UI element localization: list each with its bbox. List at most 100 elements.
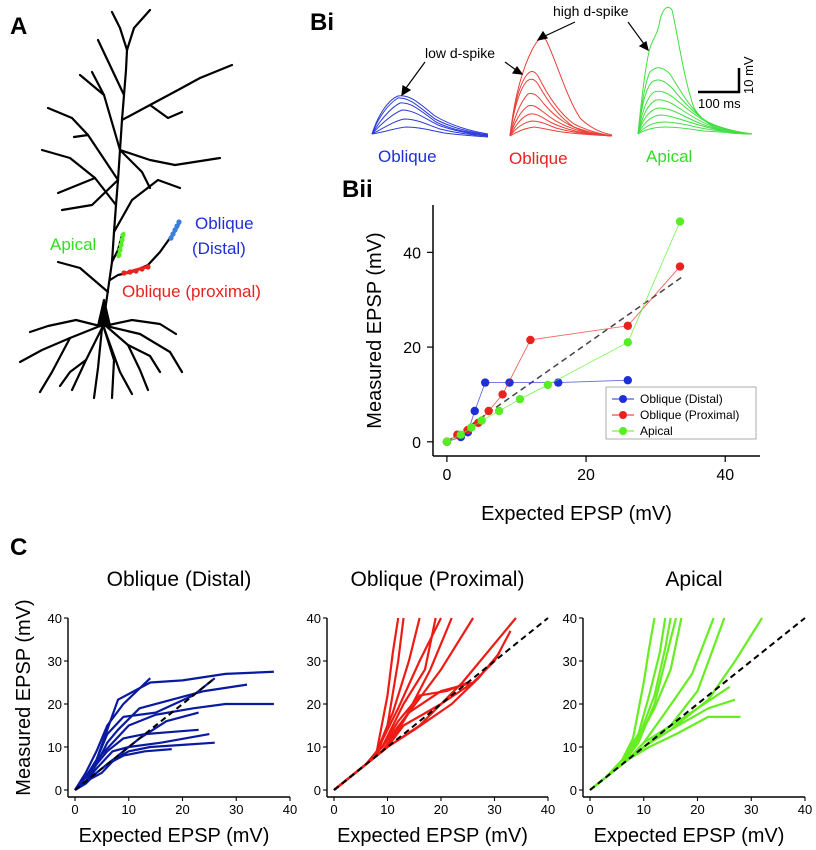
data-point [675, 217, 685, 226]
y-tick-label: 30 [563, 654, 577, 669]
series-line [74, 677, 152, 791]
series-line [589, 617, 678, 791]
trace-label-apical: Apical [646, 147, 692, 166]
apical-tuft-branch [56, 176, 97, 195]
chart-c-oblique-distal: 0 10 20 30 40 0 10 20 30 40 Oblique (Distal) Expect… [13, 568, 297, 847]
x-tick-label: 20 [175, 802, 189, 817]
x-axis-label: Expected EPSP (mV) [481, 503, 672, 525]
basal-dendrite [92, 326, 104, 400]
series-line [333, 617, 453, 791]
x-tick-label: 10 [122, 802, 136, 817]
series-line [589, 617, 672, 791]
basal-dendrite [102, 326, 134, 396]
y-tick-label: 20 [307, 697, 321, 712]
series-line [589, 698, 736, 791]
panel-letter-bi: Bi [310, 9, 334, 36]
x-tick-label: 40 [541, 802, 555, 817]
y-tick-label: 40 [48, 611, 62, 626]
soma [96, 298, 112, 328]
data-point [498, 390, 507, 399]
x-tick-label: 0 [71, 802, 78, 817]
basal-dendrite [126, 343, 162, 374]
chart-c-oblique-proximal: 0 10 20 30 40 0 10 20 30 40 Oblique (Proximal) Expe… [307, 568, 556, 847]
oblique-proximal-stim-sites [121, 264, 151, 276]
basal-dendrite [18, 324, 102, 364]
y-tick-label: 0 [55, 783, 62, 798]
y-tick-label: 10 [563, 740, 577, 755]
x-tick-label: 40 [283, 802, 297, 817]
basal-dendrite [70, 326, 104, 392]
data-point [623, 376, 633, 385]
data-point [467, 423, 476, 432]
y-tick-label: 10 [307, 740, 321, 755]
apical-tuft-branch [112, 178, 182, 234]
apical-tuft-branch [125, 8, 152, 52]
basal-dendrite [58, 358, 88, 388]
x-tick-label: 10 [380, 802, 394, 817]
basal-dendrite [102, 318, 178, 336]
x-tick-label: 10 [637, 802, 651, 817]
x-tick-label: 20 [434, 802, 448, 817]
scale-bar [698, 68, 741, 94]
chart-c-apical: 0 10 20 30 40 0 10 20 30 40 Apical Expected EPSP (m… [563, 568, 813, 847]
apical-label: Apical [50, 235, 96, 254]
neuron-morphology [18, 8, 234, 400]
data-point [442, 437, 452, 446]
scale-bar-voltage-label: 10 mV [741, 56, 756, 94]
y-tick-label: 0 [570, 783, 577, 798]
y-tick-label: 10 [48, 740, 62, 755]
data-point [675, 262, 685, 271]
trace-label-oblique-distal: Oblique [378, 147, 437, 166]
apical-tuft-branch [148, 103, 184, 120]
apical-stim-sites [116, 231, 126, 259]
oblique-distal-label-1: Oblique [195, 214, 254, 233]
legend-entry: Apical [640, 424, 673, 438]
apical-tuft-branch [72, 133, 90, 139]
apical-tuft-branch [110, 10, 129, 52]
series-line [333, 617, 442, 791]
y-tick-label: 20 [563, 697, 577, 712]
data-point [456, 430, 466, 439]
legend-entry: Oblique (Distal) [640, 392, 723, 406]
data-point [623, 338, 633, 347]
legend: Oblique (Distal) Oblique (Proximal) Apical [605, 386, 757, 440]
data-point [484, 406, 493, 416]
chart-title: Apical [665, 568, 722, 591]
apical-tuft-branch [60, 178, 120, 212]
x-tick-label: 0 [586, 802, 593, 817]
basal-dendrite [28, 318, 102, 334]
y-tick-label: 20 [48, 697, 62, 712]
apical-tuft-branch [118, 148, 222, 167]
series-line [589, 617, 683, 791]
y-axis-label: Measured EPSP (mV) [13, 599, 35, 795]
x-tick-label: 20 [577, 467, 595, 484]
legend-marker [619, 395, 627, 403]
apical-tuft-branch [90, 70, 106, 97]
x-tick-label: 0 [442, 467, 451, 484]
data-point [494, 406, 504, 416]
x-tick-label: 20 [690, 802, 704, 817]
series-line [74, 677, 216, 791]
scale-bar-time-label: 100 ms [698, 96, 741, 111]
y-tick-label: 30 [48, 654, 62, 669]
x-axis-label: Expected EPSP (mV) [79, 825, 270, 847]
series-line [333, 617, 421, 791]
legend-marker [619, 427, 627, 435]
apical-tuft-branch [46, 106, 120, 182]
x-tick-label: 30 [229, 802, 243, 817]
data-point [470, 406, 479, 416]
series-line [74, 711, 199, 791]
legend-box [605, 386, 757, 440]
data-point [623, 321, 633, 330]
annotation-arrows [401, 21, 649, 97]
basal-dendrite [104, 324, 150, 392]
legend-entry: Oblique (Proximal) [640, 408, 739, 422]
basal-dendrite [102, 326, 116, 400]
data-point [526, 335, 535, 345]
apical-tuft-branch [118, 148, 152, 190]
y-tick-label: 30 [307, 654, 321, 669]
y-tick-label: 0 [314, 783, 321, 798]
traces-apical [637, 6, 753, 135]
apical-tuft-branch [96, 38, 126, 97]
